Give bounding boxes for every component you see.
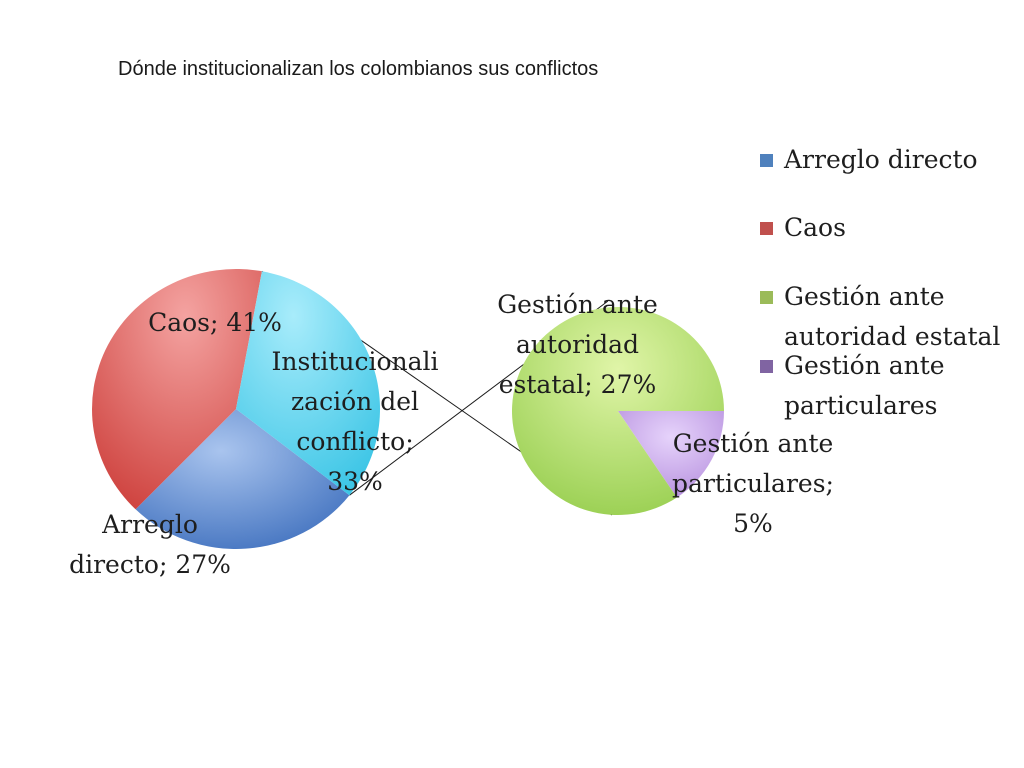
pie-slice-caos xyxy=(92,269,262,510)
legend-swatch xyxy=(760,291,773,304)
pie-slice-gestion-autoridad-estatal xyxy=(512,306,724,515)
slice-label-arreglo-directo: Arreglo directo; 27% xyxy=(69,510,231,579)
slice-label-institucionalizacion: Institucionali zación del conflicto; 33% xyxy=(271,347,439,496)
chart-title: Dónde institucionalizan los colombianos … xyxy=(118,58,599,80)
legend-swatch xyxy=(760,154,773,167)
pie-slice-arreglo-directo xyxy=(135,409,350,549)
legend-swatch xyxy=(760,360,773,373)
pie-slice-gestion-particulares xyxy=(618,411,724,498)
slice-label-gestion-autoridad-estatal: Gestión ante autoridad estatal; 27% xyxy=(497,290,658,399)
slice-label-caos: Caos; 41% xyxy=(148,308,282,337)
pie-slice-institucionalizacion xyxy=(236,271,380,496)
legend-swatch xyxy=(760,222,773,235)
slice-label-gestion-particulares: Gestión ante particulares; 5% xyxy=(672,429,834,538)
